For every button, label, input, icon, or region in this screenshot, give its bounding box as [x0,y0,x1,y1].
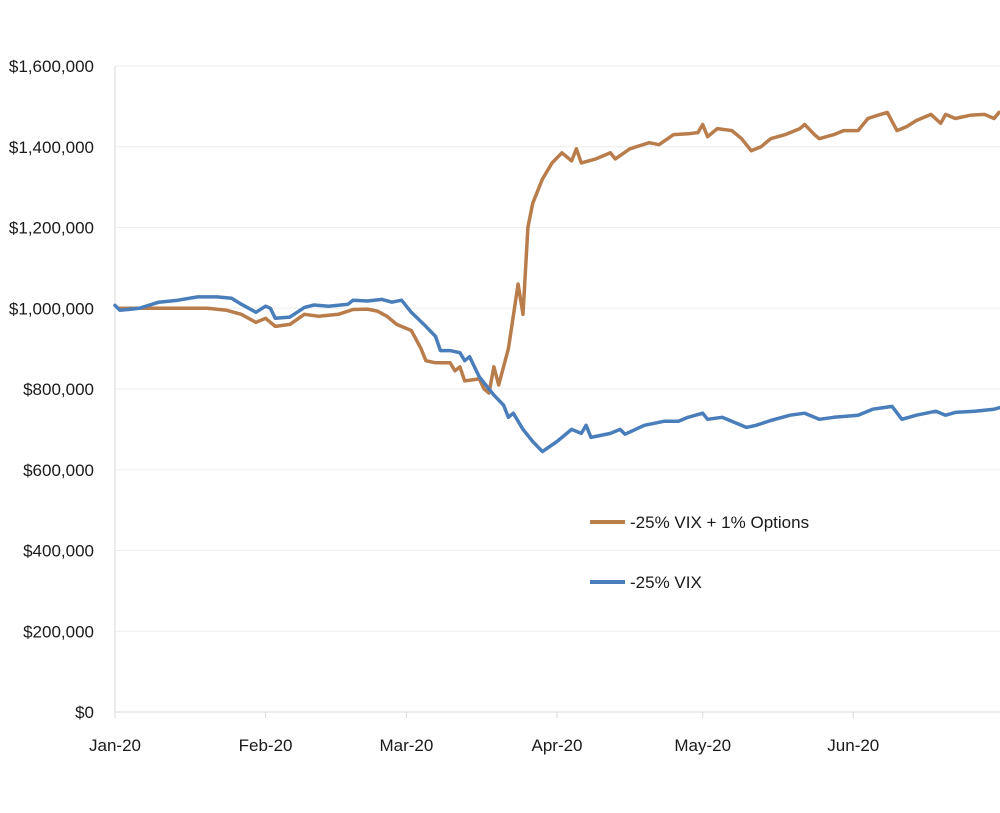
y-tick-label: $400,000 [23,542,94,561]
y-tick-label: $600,000 [23,461,94,480]
y-tick-label: $1,200,000 [9,219,94,238]
series-lines [113,110,1000,454]
legend: -25% VIX + 1% Options -25% VIX [590,513,809,592]
y-tick-label: $1,000,000 [9,299,94,318]
y-axis-ticks: $0 $200,000 $400,000 $600,000 $800,000 $1,000… [9,57,94,722]
x-tick-label: Mar-20 [379,736,433,755]
x-tick-label: Feb-20 [239,736,293,755]
x-tick-label: Jun-20 [827,736,879,755]
legend-label-series-1: -25% VIX [630,573,702,592]
x-tick-label: Apr-20 [531,736,582,755]
y-tick-label: $200,000 [23,622,94,641]
series-line-1 [113,295,1000,454]
y-tick-label: $1,600,000 [9,57,94,76]
series-line-0 [118,110,1000,395]
x-tick-label: Jan-20 [89,736,141,755]
y-tick-label: $1,400,000 [9,138,94,157]
legend-label-series-0: -25% VIX + 1% Options [630,513,809,532]
y-tick-label: $800,000 [23,380,94,399]
y-tick-label: $0 [75,703,94,722]
x-tick-label: May-20 [674,736,731,755]
x-axis-ticks: Jan-20 Feb-20 Mar-20 Apr-20 May-20 Jun-20 [89,712,879,755]
gridlines [115,65,1000,632]
